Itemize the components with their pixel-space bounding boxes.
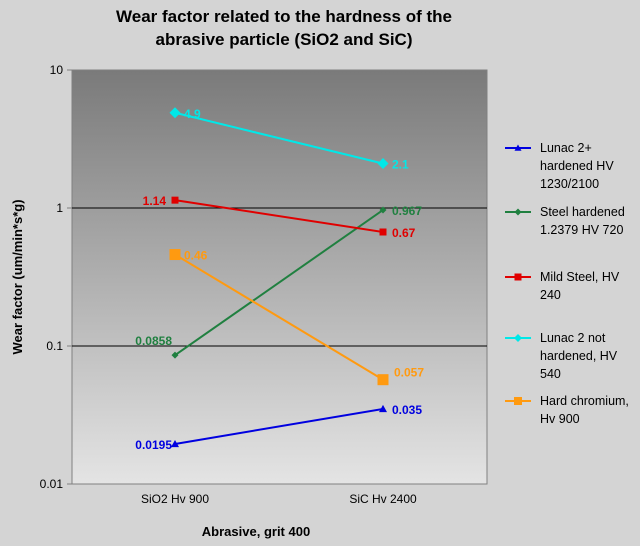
series-line xyxy=(174,209,384,356)
data-label: 0.967 xyxy=(392,204,422,218)
data-point xyxy=(514,397,522,405)
legend-entry-text: Mild Steel, HV xyxy=(540,270,620,284)
y-axis-label: Wear factor (um/min*s*g) xyxy=(10,199,25,354)
series-line xyxy=(174,199,384,233)
series-line xyxy=(174,407,384,445)
data-point xyxy=(379,404,387,413)
data-label: 0.67 xyxy=(392,226,416,240)
x-axis-label: Abrasive, grit 400 xyxy=(202,524,310,539)
grid-lines xyxy=(67,69,487,485)
legend-entry-text: hardened HV xyxy=(540,159,614,173)
data-point xyxy=(379,228,387,236)
data-label: 2.1 xyxy=(392,158,409,172)
data-point xyxy=(514,273,522,281)
data-point xyxy=(379,206,387,214)
data-point xyxy=(514,208,522,216)
chart-title-line-1: Wear factor related to the hardness of t… xyxy=(116,7,452,26)
data-label: 0.057 xyxy=(394,366,424,380)
data-label: 0.46 xyxy=(184,249,208,263)
y-tick-labels: 0.01 0.1 1 10 xyxy=(40,63,64,491)
legend-entry-text: Hv 900 xyxy=(540,412,580,426)
data-point xyxy=(514,144,522,151)
legend-entry-text: Hard chromium, xyxy=(540,394,629,408)
data-point xyxy=(514,334,522,342)
legend-entry-text: hardened, HV xyxy=(540,349,618,363)
x-tick-labels: SiO2 Hv 900 SiC Hv 2400 xyxy=(141,492,417,506)
chart-title-line-2: abrasive particle (SiO2 and SiC) xyxy=(156,30,413,49)
series-line xyxy=(174,253,384,381)
legend-entry-text: 240 xyxy=(540,288,561,302)
legend-entry-text: 1230/2100 xyxy=(540,177,599,191)
data-label: 1.14 xyxy=(143,194,167,208)
data-point xyxy=(169,249,181,261)
data-point xyxy=(377,158,389,170)
data-point xyxy=(171,351,179,359)
data-labels: 0.0195 0.035 0.0858 0.967 1.14 0.67 4.9 2.1 0.46… xyxy=(135,107,424,452)
x-tick-label: SiC Hv 2400 xyxy=(349,492,417,506)
data-point xyxy=(169,107,181,119)
legend-entry-text: 540 xyxy=(540,367,561,381)
legend-entry-text: Steel hardened xyxy=(540,205,625,219)
data-point xyxy=(377,374,389,386)
data-label: 0.0858 xyxy=(135,334,172,348)
y-tick-label: 10 xyxy=(50,63,64,77)
legend-entry-text: Lunac 2+ xyxy=(540,141,592,155)
data-label: 0.0195 xyxy=(135,438,172,452)
legend-entry-text: 1.2379 HV 720 xyxy=(540,223,623,237)
series-layer xyxy=(169,107,389,448)
plot-area xyxy=(71,69,488,485)
legend: Lunac 2+ hardened HV 1230/2100 Steel harden… xyxy=(505,141,629,426)
x-tick-label: SiO2 Hv 900 xyxy=(141,492,209,506)
data-point xyxy=(171,439,179,448)
data-label: 4.9 xyxy=(184,107,201,121)
data-point xyxy=(171,196,179,204)
data-label: 0.035 xyxy=(392,403,422,417)
y-tick-label: 0.01 xyxy=(40,477,64,491)
y-tick-label: 1 xyxy=(56,201,63,215)
y-tick-label: 0.1 xyxy=(46,339,63,353)
series-line xyxy=(174,111,384,165)
legend-entry-text: Lunac 2 not xyxy=(540,331,606,345)
